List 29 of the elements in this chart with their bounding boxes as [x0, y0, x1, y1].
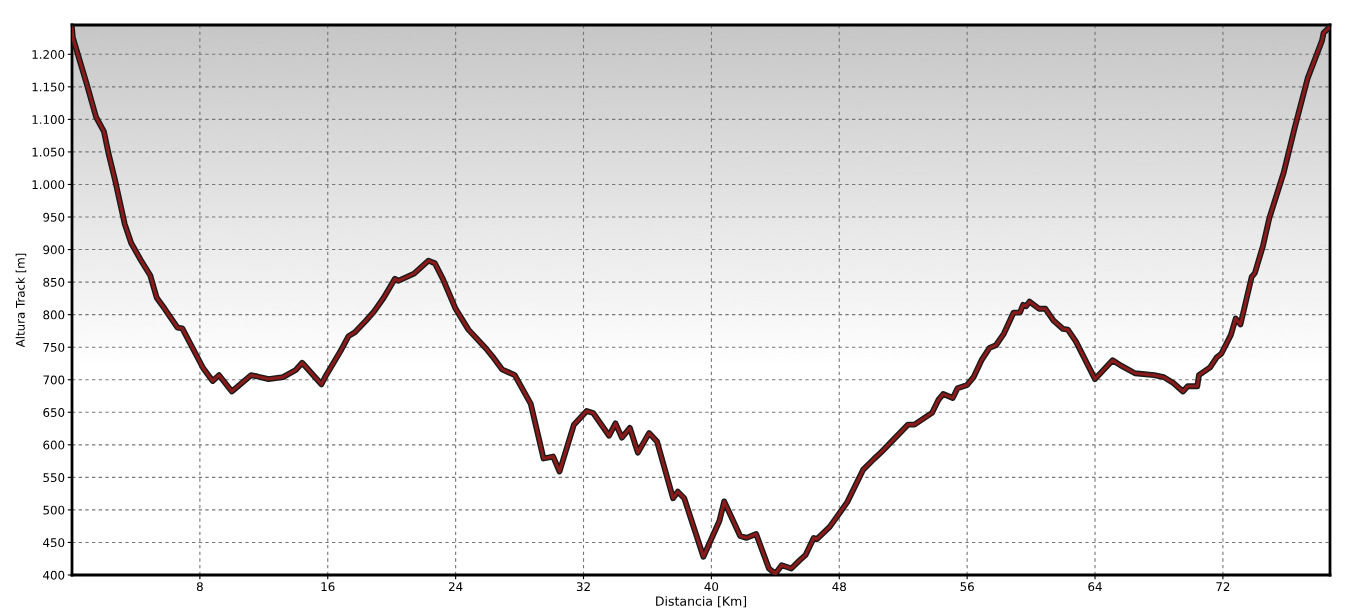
- y-tick-label: 900: [43, 245, 65, 255]
- y-tick-label: 1.050: [32, 147, 65, 157]
- y-tick-label: 850: [43, 277, 65, 287]
- y-tick-label: 700: [43, 375, 65, 385]
- line-series: [72, 25, 1330, 575]
- x-tick-label: 24: [448, 582, 463, 591]
- y-tick-label: 1.000: [32, 180, 65, 190]
- y-tick-label: 1.150: [32, 82, 65, 92]
- x-tick-label: 32: [576, 582, 590, 592]
- x-tick-label: 16: [321, 582, 335, 592]
- y-tick-label: 600: [43, 440, 65, 450]
- y-tick-label: 800: [43, 310, 65, 320]
- y-tick-label: 950: [43, 212, 65, 222]
- x-tick-label: 56: [960, 582, 974, 592]
- y-tick-label: 650: [43, 408, 65, 417]
- y-axis-title: Altura Track [m]: [15, 253, 27, 348]
- x-tick-label: 72: [1216, 582, 1230, 591]
- x-tick-label: 48: [832, 582, 846, 592]
- y-tick-label: 1.200: [32, 50, 65, 59]
- y-tick-label: 400: [43, 570, 65, 580]
- y-tick-label: 1.100: [32, 115, 65, 125]
- y-tick-label: 500: [43, 505, 65, 515]
- x-axis-title: Distancia [Km]: [656, 596, 747, 608]
- y-tick-label: 450: [43, 538, 65, 548]
- x-tick-label: 40: [704, 582, 719, 592]
- y-tick-label: 550: [43, 473, 65, 483]
- x-tick-label: 8: [196, 582, 203, 592]
- y-tick-label: 750: [43, 342, 65, 352]
- x-tick-label: 64: [1088, 582, 1102, 592]
